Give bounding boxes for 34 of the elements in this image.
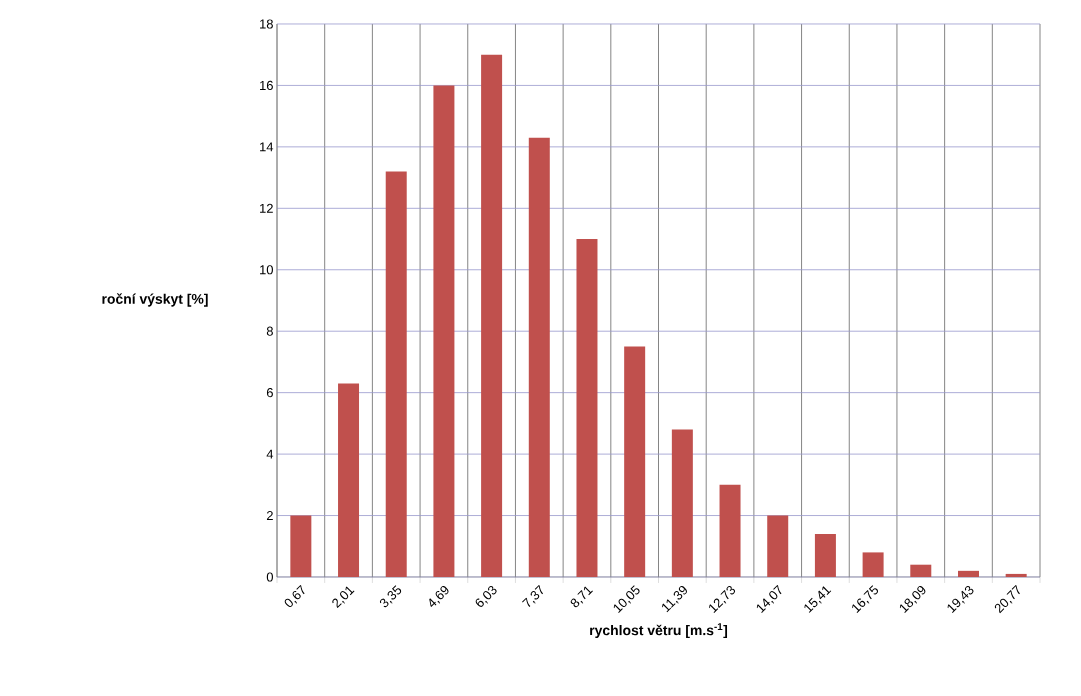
bar	[481, 54, 503, 577]
x-tick-label: 6,03	[475, 585, 497, 607]
x-tick-label: 0,67	[284, 584, 305, 607]
y-tick-label: 0	[266, 572, 273, 582]
bar	[957, 570, 979, 577]
y-tick-label: 10	[260, 265, 273, 275]
y-tick-label: 4	[266, 449, 274, 459]
y-tick-label: 12	[260, 203, 273, 213]
bar	[1005, 573, 1027, 577]
x-tick-label: 7,37	[522, 584, 544, 607]
bar	[719, 484, 741, 577]
x-tick-label: 2,01	[332, 586, 355, 609]
bar	[767, 515, 789, 577]
y-tick-label: 2	[266, 511, 273, 521]
bar	[290, 515, 312, 577]
bar	[433, 85, 455, 577]
y-tick-label: 16	[260, 80, 273, 91]
bar	[862, 552, 884, 577]
bar	[814, 533, 836, 577]
y-tick-label: 6	[266, 388, 273, 398]
y-tick-label: 14	[260, 142, 274, 152]
bar	[338, 383, 360, 577]
x-tick-label: 4,69	[429, 586, 449, 607]
bar	[910, 564, 932, 577]
x-axis-title: rychlost větru [m.s$^{-1}$]	[590, 623, 728, 638]
bar	[385, 171, 407, 577]
bar	[624, 346, 646, 577]
x-tick-label: 8,71	[570, 586, 593, 608]
bar	[671, 429, 693, 577]
y-tick-label: 8	[266, 326, 273, 336]
y-tick-label: 18	[260, 19, 273, 29]
bar	[528, 137, 550, 577]
bar	[576, 239, 598, 577]
y-axis-title: roční výskyt [%]	[102, 293, 208, 307]
